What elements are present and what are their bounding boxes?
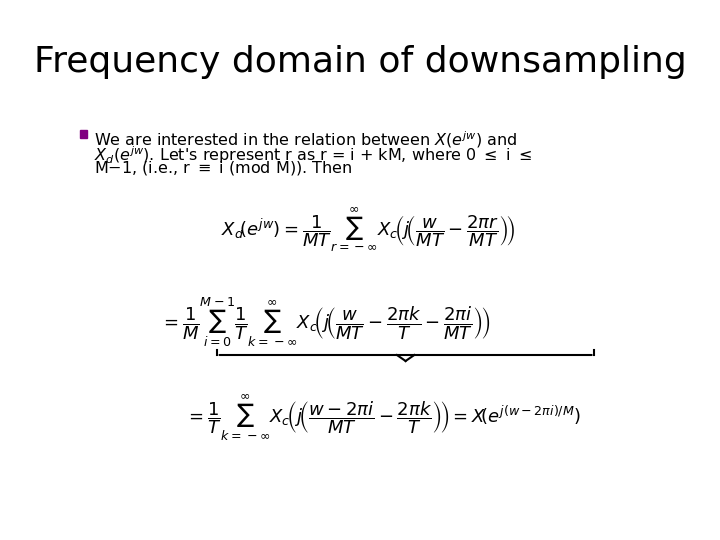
Text: $X_d(e^{jw})$. Let's represent r as r = i + kM, where 0 $\leq$ i $\leq$: $X_d(e^{jw})$. Let's represent r as r = … (94, 144, 532, 166)
Text: $X_d\!\left(e^{jw}\right) = \dfrac{1}{MT} \sum_{r=-\infty}^{\infty} X_c\!\left( : $X_d\!\left(e^{jw}\right) = \dfrac{1}{MT… (221, 205, 516, 254)
Bar (81, 130, 87, 138)
Text: $= \dfrac{1}{T} \sum_{k=-\infty}^{\infty} X_c\!\left( j\!\left(\dfrac{w - 2\pi i: $= \dfrac{1}{T} \sum_{k=-\infty}^{\infty… (184, 392, 580, 443)
Text: Frequency domain of downsampling: Frequency domain of downsampling (34, 45, 686, 79)
Text: We are interested in the relation between $X(e^{jw})$ and: We are interested in the relation betwee… (94, 129, 518, 150)
Text: $= \dfrac{1}{M} \sum_{i=0}^{M-1} \dfrac{1}{T} \sum_{k=-\infty}^{\infty} X_c\!\le: $= \dfrac{1}{M} \sum_{i=0}^{M-1} \dfrac{… (161, 295, 490, 349)
Text: M$-$1, (i.e., r $\equiv$ i (mod M)). Then: M$-$1, (i.e., r $\equiv$ i (mod M)). The… (94, 159, 353, 177)
